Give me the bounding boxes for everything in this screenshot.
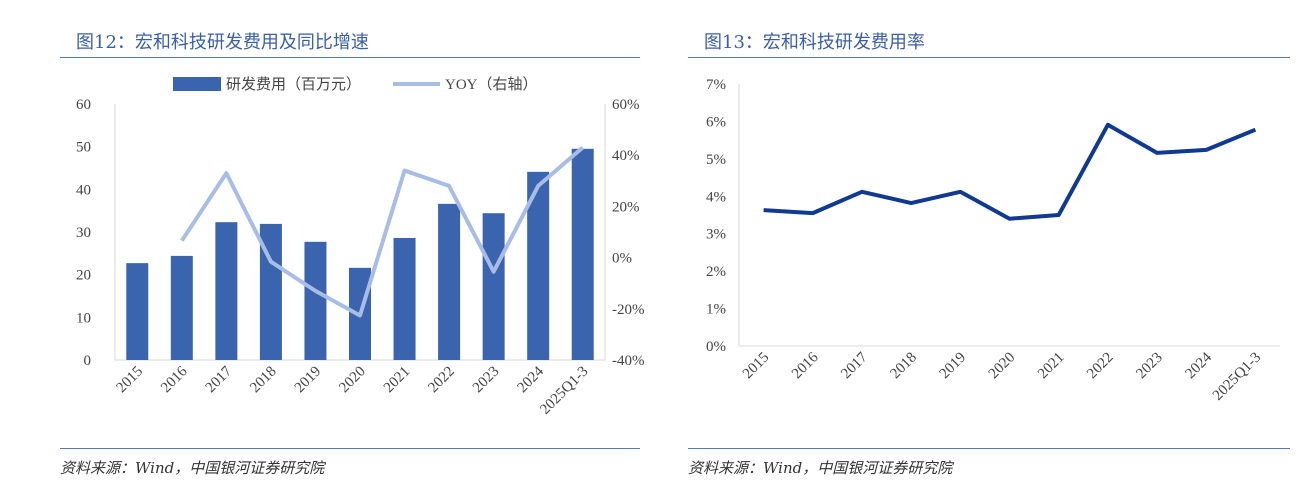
chart12: 0 10 20 30 40 50 60 -40% -20% 0% 20% 40% 60% 2015 2016… bbox=[76, 76, 645, 418]
x-tick-label: 2020 bbox=[336, 364, 369, 397]
y-tick-label: 6% bbox=[706, 114, 726, 130]
y-tick-label: 30 bbox=[76, 225, 91, 241]
divider bbox=[688, 57, 1290, 58]
legend-bar-swatch bbox=[173, 77, 221, 91]
chart12-source: 资料来源：Wind，中国银河证券研究院 bbox=[60, 459, 325, 477]
x-tick-label: 2019 bbox=[937, 350, 970, 383]
y-tick-label: 60 bbox=[76, 97, 91, 113]
bar bbox=[126, 263, 149, 360]
x-tick-label: 2017 bbox=[203, 363, 236, 396]
rd-ratio-line bbox=[763, 122, 1257, 221]
x-tick-label: 2016 bbox=[789, 349, 822, 382]
y-tick-label: 40 bbox=[76, 182, 91, 198]
bar bbox=[393, 237, 416, 360]
y-tick-label: 1% bbox=[706, 302, 726, 318]
x-tick-label: 2024 bbox=[1183, 349, 1216, 382]
x-tick-label: 2015 bbox=[740, 350, 773, 383]
x-tick-label: 2021 bbox=[1035, 350, 1068, 383]
y-tick-label: 3% bbox=[706, 227, 726, 243]
bar bbox=[215, 222, 238, 360]
x-tick-label: 2024 bbox=[514, 363, 547, 396]
x-tick-label: 2018 bbox=[887, 350, 920, 383]
x-tick-label: 2021 bbox=[381, 364, 414, 397]
x-tick-label: 2019 bbox=[292, 364, 325, 397]
y-tick-label: 5% bbox=[706, 152, 726, 168]
bar bbox=[170, 255, 193, 360]
bar bbox=[527, 171, 550, 360]
y-tick-label: 7% bbox=[706, 77, 726, 93]
chart12-title: 图12：宏和科技研发费用及同比增速 bbox=[76, 32, 369, 53]
y2-tick-label: 40% bbox=[612, 148, 640, 164]
x-tick-label: 2025Q1-3 bbox=[1210, 350, 1264, 404]
y2-tick-label: 20% bbox=[612, 199, 640, 215]
y-tick-label: 0% bbox=[706, 339, 726, 355]
legend-bar-label: 研发费用（百万元） bbox=[226, 76, 361, 93]
bar bbox=[482, 213, 505, 360]
y-tick-label: 10 bbox=[76, 310, 91, 326]
divider bbox=[60, 448, 640, 449]
bar bbox=[259, 223, 282, 360]
x-tick-label: 2020 bbox=[986, 350, 1019, 383]
x-tick-label: 2017 bbox=[838, 349, 871, 382]
chart13: 0% 1% 2% 3% 4% 5% 6% 7% 2015 2016 2017 2018 2019 2020… bbox=[706, 77, 1280, 404]
x-tick-label: 2022 bbox=[425, 364, 458, 397]
y2-tick-label: 60% bbox=[612, 97, 640, 113]
divider bbox=[688, 448, 1290, 449]
y-tick-label: 20 bbox=[76, 268, 91, 284]
y-tick-label: 2% bbox=[706, 264, 726, 280]
x-tick-label: 2025Q1-3 bbox=[537, 364, 591, 418]
y2-tick-label: 0% bbox=[612, 251, 632, 267]
x-tick-label: 2015 bbox=[114, 364, 147, 397]
x-tick-label: 2018 bbox=[247, 364, 280, 397]
divider bbox=[60, 57, 640, 58]
y2-tick-label: -20% bbox=[612, 302, 645, 318]
y-tick-label: 0 bbox=[84, 353, 92, 369]
y2-tick-label: -40% bbox=[612, 353, 645, 369]
yoy-line bbox=[180, 146, 585, 318]
x-tick-label: 2023 bbox=[1133, 350, 1166, 383]
x-tick-label: 2023 bbox=[470, 364, 503, 397]
y-tick-label: 4% bbox=[706, 189, 726, 205]
chart13-source: 资料来源：Wind，中国银河证券研究院 bbox=[688, 459, 953, 477]
chart13-title: 图13：宏和科技研发费用率 bbox=[704, 32, 925, 53]
y-tick-label: 50 bbox=[76, 140, 91, 156]
x-tick-label: 2022 bbox=[1084, 350, 1117, 383]
bar bbox=[438, 203, 461, 360]
legend-line-label: YOY（右轴） bbox=[445, 76, 538, 93]
bar bbox=[571, 148, 594, 360]
x-tick-label: 2016 bbox=[158, 363, 191, 396]
bar bbox=[304, 241, 327, 360]
